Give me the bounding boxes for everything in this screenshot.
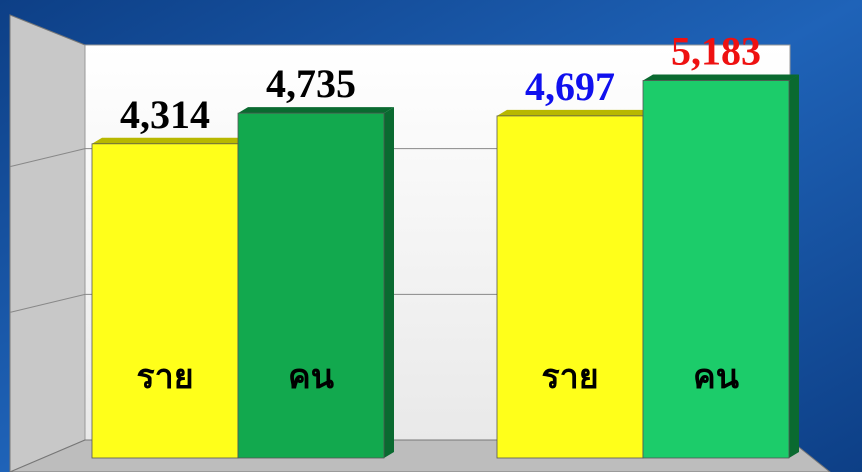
bar [237, 112, 385, 459]
side-wall [9, 14, 86, 472]
bar-category-label: ราย [541, 359, 598, 396]
bar-top [643, 74, 799, 81]
bar-top [497, 109, 653, 116]
value-label: 4,697 [525, 64, 615, 109]
value-label: 4,314 [120, 92, 210, 137]
bar-side [384, 107, 394, 459]
bar-side [789, 74, 799, 459]
bar-category-label: ราย [136, 359, 193, 396]
bar [496, 115, 644, 459]
bar-top [238, 107, 394, 114]
bar-top [92, 137, 248, 144]
bar [91, 143, 239, 459]
bar [642, 80, 790, 459]
value-label: 4,735 [266, 61, 356, 106]
bar-category-label: คน [288, 359, 334, 396]
bar-category-label: คน [693, 359, 739, 396]
value-label: 5,183 [671, 29, 761, 74]
